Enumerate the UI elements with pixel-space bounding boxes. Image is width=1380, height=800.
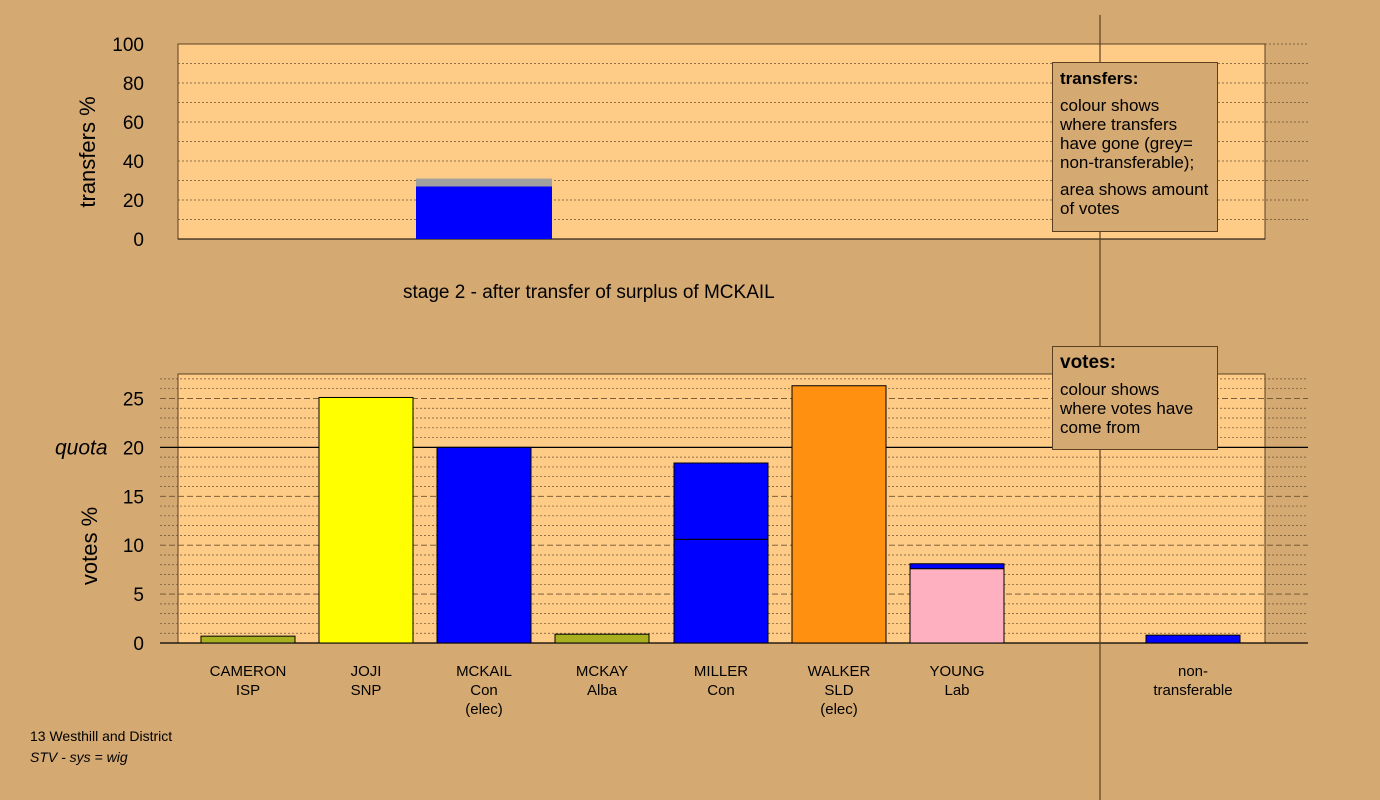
category-label: SNP xyxy=(351,682,382,699)
category-label: (elec) xyxy=(820,701,858,718)
votes-tick-label: 10 xyxy=(123,536,144,557)
transfers-legend-text-1: colour shows where transfers have gone (… xyxy=(1060,96,1195,172)
vote-bar-segment xyxy=(200,635,296,644)
vote-bar-segment xyxy=(1145,634,1241,644)
votes-axis-label: votes % xyxy=(77,507,102,585)
transfer-bar-segment xyxy=(416,178,552,187)
category-label: Con xyxy=(470,682,498,699)
transfer-bar-segment xyxy=(416,186,552,239)
vote-bar-segment xyxy=(909,568,1005,644)
transfers-tick-label: 100 xyxy=(112,35,144,56)
ward-name: 13 Westhill and District xyxy=(30,728,173,744)
vote-bar-segment xyxy=(673,462,769,540)
category-label: SLD xyxy=(824,682,853,699)
category-label: non- xyxy=(1178,663,1208,680)
vote-bar-segment xyxy=(436,446,532,644)
category-label: MILLER xyxy=(694,663,748,680)
category-label: Alba xyxy=(587,682,618,699)
category-label: CAMERON xyxy=(210,663,287,680)
vote-bar-segment xyxy=(318,396,414,644)
transfers-axis-label: transfers % xyxy=(75,96,100,207)
category-label: MCKAIL xyxy=(456,663,512,680)
votes-tick-label: 25 xyxy=(123,389,144,410)
category-label: Con xyxy=(707,682,735,699)
transfers-tick-label: 80 xyxy=(123,74,144,95)
category-label: JOJI xyxy=(351,663,382,680)
transfers-tick-label: 40 xyxy=(123,152,144,173)
category-label: transferable xyxy=(1153,682,1232,699)
category-label: YOUNG xyxy=(929,663,984,680)
vote-bar-segment xyxy=(909,563,1005,570)
transfers-tick-label: 20 xyxy=(123,191,144,212)
quota-label: quota xyxy=(55,436,108,459)
votes-tick-label: 15 xyxy=(123,487,144,508)
category-label: MCKAY xyxy=(576,663,628,680)
votes-legend-title: votes: xyxy=(1060,352,1116,373)
voting-system: STV - sys = wig xyxy=(30,749,128,765)
votes-tick-label: 5 xyxy=(133,585,144,606)
vote-bar-segment xyxy=(673,538,769,644)
transfers-legend-text-2: area shows amount of votes xyxy=(1060,180,1209,218)
transfers-legend: transfers: colour shows where transfers … xyxy=(1052,62,1218,232)
category-label: (elec) xyxy=(465,701,503,718)
stage-caption: stage 2 - after transfer of surplus of M… xyxy=(403,282,775,303)
category-label: ISP xyxy=(236,682,260,699)
votes-legend: votes: colour shows where votes have com… xyxy=(1052,346,1218,450)
vote-bar-segment xyxy=(554,633,650,644)
transfers-legend-title: transfers: xyxy=(1060,69,1139,88)
category-label: WALKER xyxy=(808,663,871,680)
transfers-tick-label: 60 xyxy=(123,113,144,134)
transfers-tick-label: 0 xyxy=(133,230,144,251)
votes-legend-text: colour shows where votes have come from xyxy=(1060,380,1194,437)
votes-tick-label: 0 xyxy=(133,634,144,655)
vote-bar-segment xyxy=(791,385,887,644)
votes-tick-label: 20 xyxy=(123,438,144,459)
category-label: Lab xyxy=(944,682,969,699)
